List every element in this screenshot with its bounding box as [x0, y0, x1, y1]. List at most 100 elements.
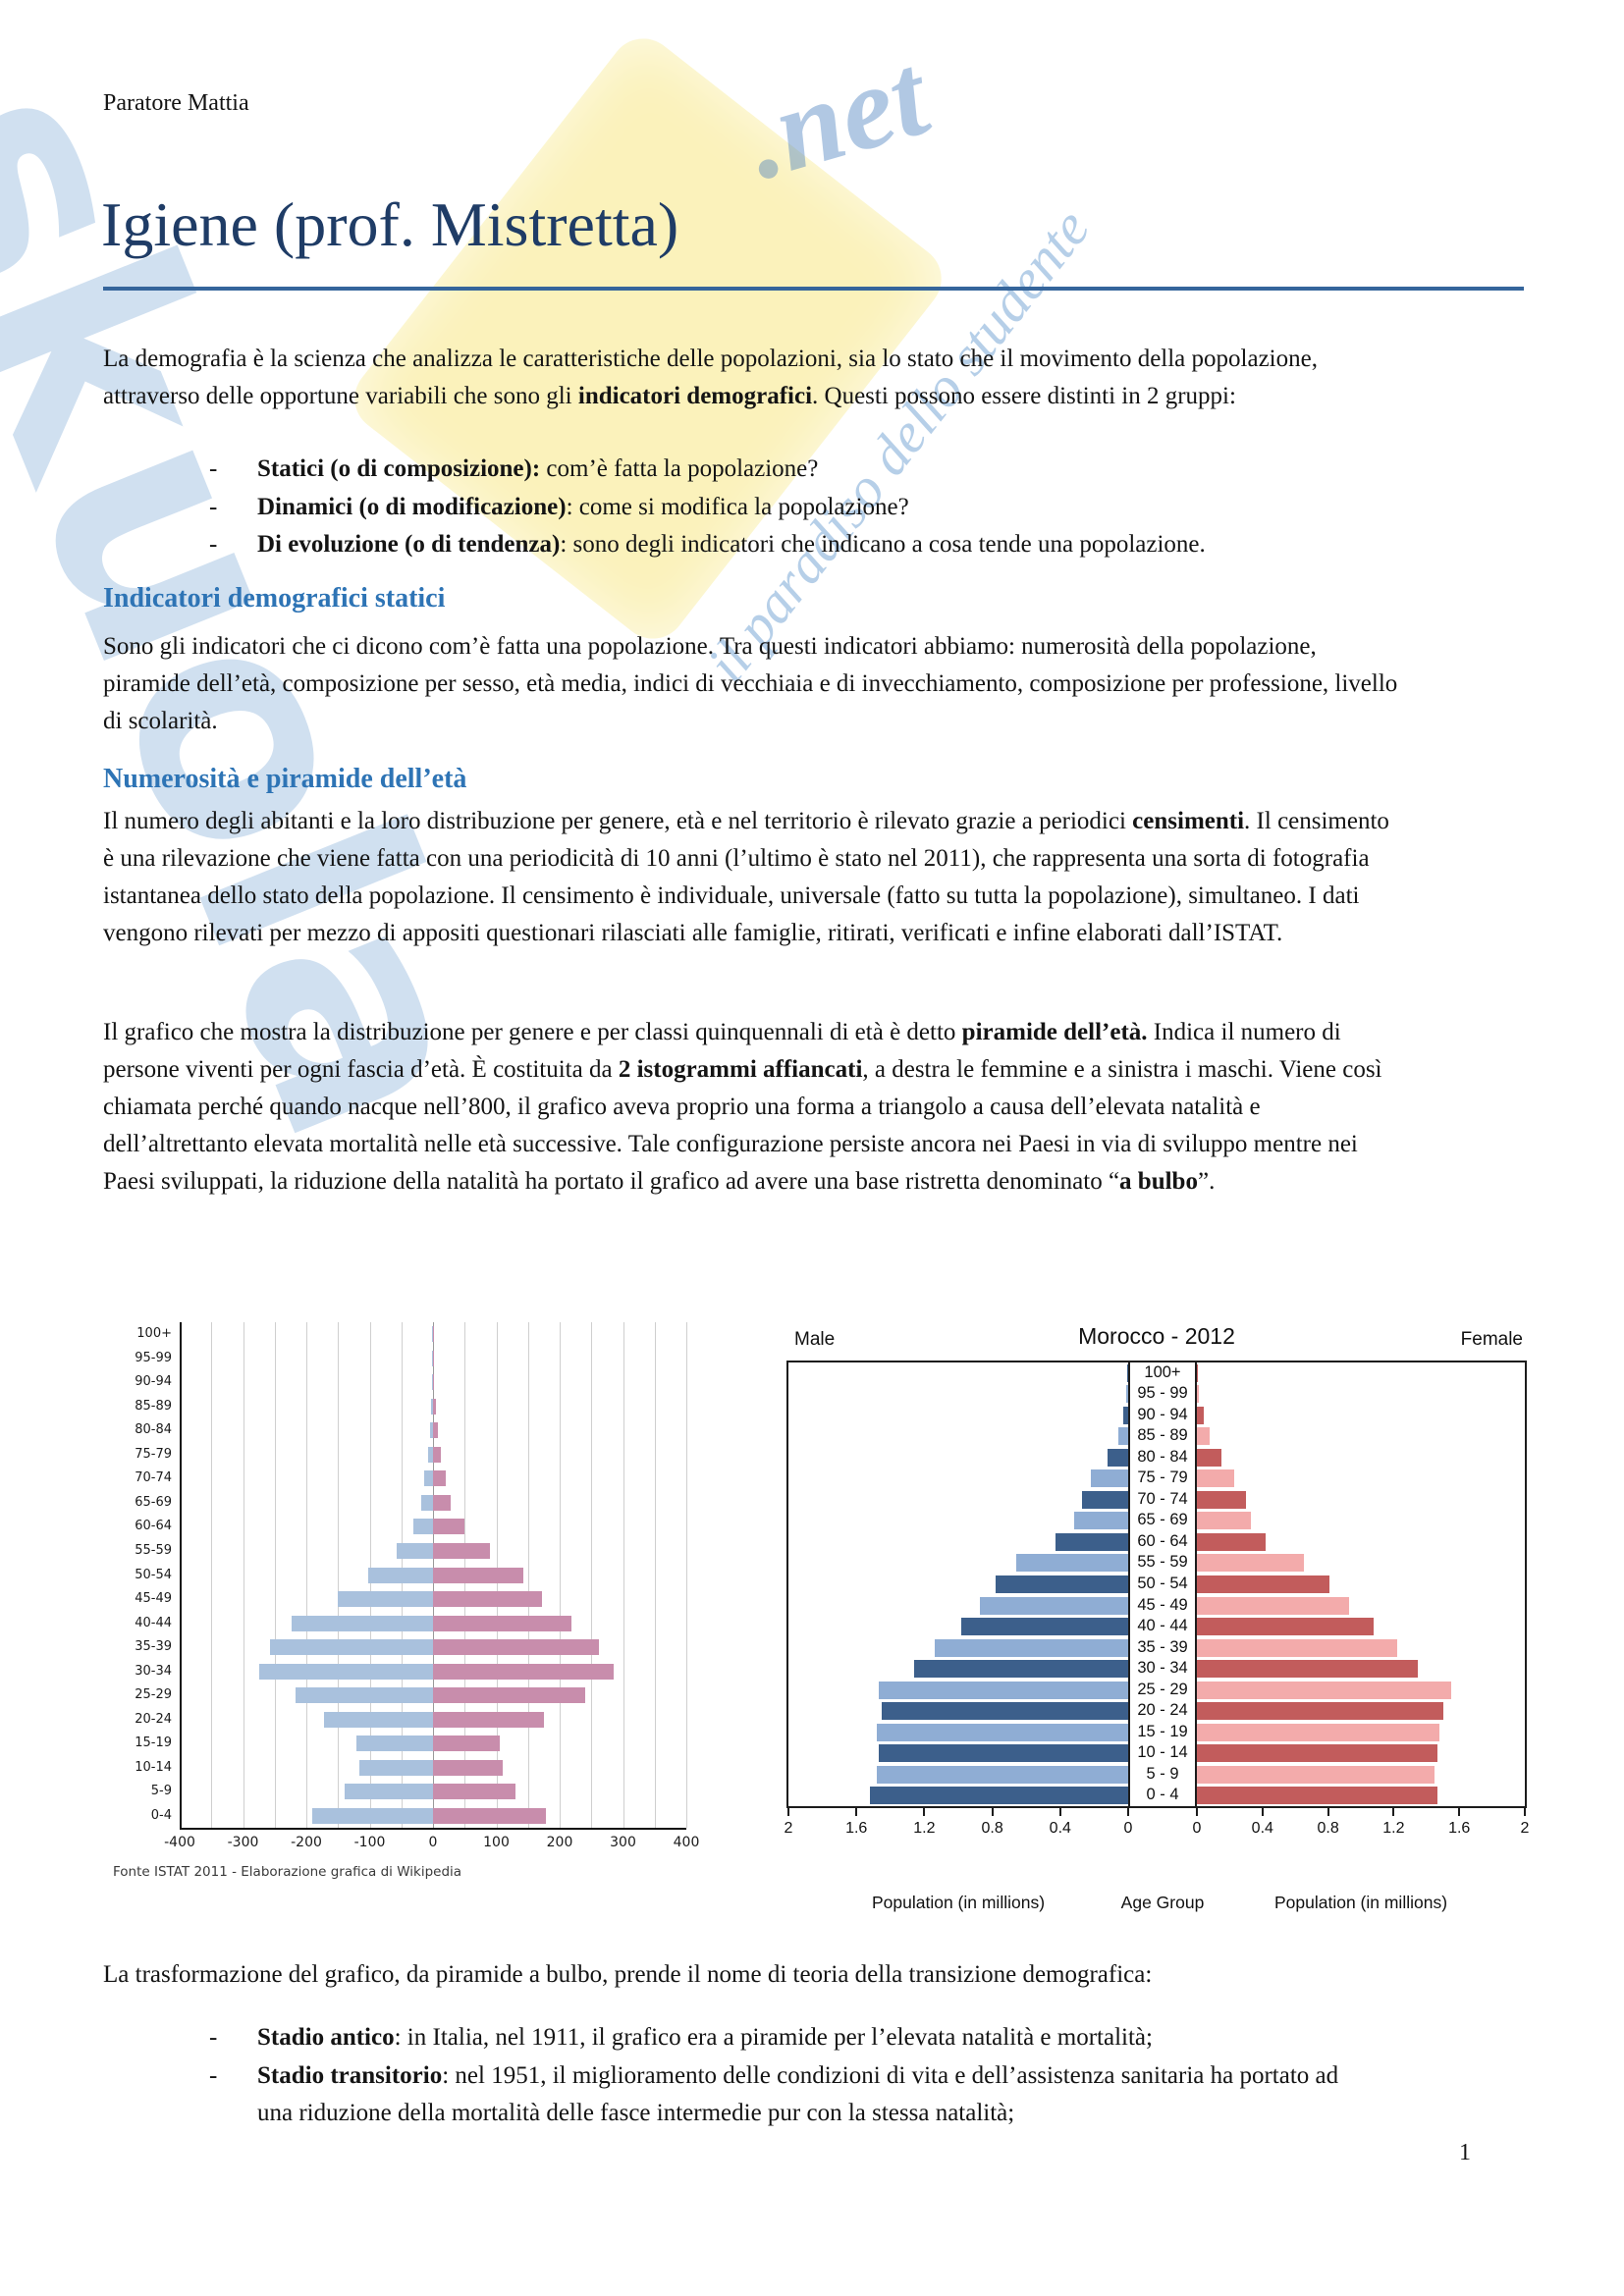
list-item: - Dinamici (o di modificazione): come si … [209, 489, 1436, 527]
age-group-label: 35-39 [135, 1639, 172, 1655]
age-group-label: 90 - 94 [1137, 1405, 1188, 1423]
male-bar [934, 1638, 1128, 1657]
title-rule [103, 287, 1524, 291]
age-group-label: 95 - 99 [1137, 1384, 1188, 1403]
female-bar [1197, 1469, 1235, 1488]
male-bar [882, 1702, 1128, 1721]
x-tick-label: 0.4 [1251, 1820, 1273, 1837]
gridline [306, 1322, 307, 1828]
female-bar [433, 1807, 547, 1824]
list-indicator-types: - Statici (o di composizione): com’è fatt… [209, 451, 1436, 564]
female-bar [433, 1470, 446, 1487]
female-bar [433, 1350, 434, 1366]
chart-morocco-x-axis: 2 1.6 1.2 0.8 0.4 0 0 0.4 0.8 1.2 1.6 2 [785, 1808, 1529, 1853]
x-tick-label: -400 [164, 1835, 195, 1850]
male-bar [396, 1542, 433, 1559]
age-group-label: 35 - 39 [1137, 1637, 1188, 1656]
age-group-label: 5 - 9 [1146, 1764, 1179, 1783]
age-group-label: 70-74 [135, 1470, 172, 1486]
age-group-label: 10 - 14 [1137, 1743, 1188, 1762]
paragraph-transizione-demografica: La trasformazione del grafico, da pirami… [103, 1961, 1153, 1988]
female-bar [1197, 1490, 1247, 1509]
male-bar [876, 1765, 1128, 1784]
female-bar [433, 1422, 439, 1439]
age-group-label: 60 - 64 [1137, 1531, 1188, 1550]
age-group-label: 25-29 [135, 1687, 172, 1703]
chart-italy-x-axis: -400 -300 -200 -100 0 100 200 300 400 [164, 1835, 699, 1854]
female-bar [1197, 1660, 1419, 1679]
x-tick-label: 1.6 [845, 1820, 868, 1837]
male-bar [878, 1681, 1128, 1699]
female-bar [433, 1735, 501, 1752]
paragraph-demografia: La demografia è la scienza che analizza … [103, 346, 1318, 409]
x-tick-label: 0.8 [981, 1820, 1003, 1837]
gridline [591, 1322, 593, 1828]
x-tick-label: 0.8 [1317, 1820, 1339, 1837]
male-bar [338, 1591, 433, 1608]
chart-italy-population-pyramid: 100+ 95-99 90-94 85-89 80-84 75-79 70-74 65-69 6… [113, 1322, 699, 1880]
x-tick-mark [923, 1808, 926, 1816]
list-stadi-transizione: - Stadio antico: in Italia, nel 1911, il … [209, 2019, 1436, 2133]
gridline [274, 1322, 276, 1828]
female-bar [433, 1567, 523, 1583]
list-item: - Stadio transitorio: nel 1951, il miglio… [209, 2057, 1436, 2133]
x-tick-mark [991, 1808, 994, 1816]
x-tick-label: 2 [784, 1820, 793, 1837]
male-bar [980, 1596, 1128, 1615]
male-bar [413, 1519, 433, 1535]
male-bar [324, 1711, 433, 1728]
age-group-label: 85-89 [135, 1398, 172, 1414]
paragraph-piramide-eta: Il grafico che mostra la distribuzione p… [103, 1019, 1382, 1195]
x-tick-label: 1.2 [913, 1820, 936, 1837]
chart-morocco-plot-area: 100+ 95 - 99 90 - 94 85 - 89 80 - 84 75 - 79 7… [786, 1361, 1527, 1808]
male-bar [367, 1567, 433, 1583]
male-bar [1122, 1406, 1128, 1424]
chart-morocco-title: Morocco - 2012 [1078, 1323, 1235, 1349]
document-title: Igiene (prof. Mistretta) [101, 189, 679, 259]
male-bar [355, 1735, 433, 1752]
list-item-text: Dinamici (o di modificazione): come si m… [257, 493, 909, 520]
male-bar [1082, 1490, 1128, 1509]
age-group-label: 50-54 [135, 1567, 172, 1582]
chart-morocco-header: Male Morocco - 2012 Female [786, 1323, 1527, 1357]
female-bar [1197, 1512, 1252, 1530]
watermark-brand-suffix: .net [731, 28, 941, 204]
female-bar [1197, 1702, 1443, 1721]
female-bar [1197, 1385, 1199, 1404]
gridline [654, 1322, 656, 1828]
age-group-label: 90-94 [135, 1374, 172, 1390]
female-bar [1197, 1406, 1204, 1424]
list-item-text: Statici (o di composizione): com’è fatta… [257, 455, 819, 482]
x-tick-mark [787, 1808, 789, 1816]
x-tick-label: 200 [546, 1835, 573, 1850]
male-bar [961, 1618, 1128, 1636]
age-group-label: 60-64 [135, 1519, 172, 1534]
age-group-label: 15 - 19 [1137, 1722, 1188, 1740]
list-bullet: - [209, 493, 218, 520]
x-tick-mark [1458, 1808, 1461, 1816]
female-bar [1197, 1681, 1451, 1699]
female-bar [1197, 1363, 1198, 1382]
x-tick-label: 300 [610, 1835, 636, 1850]
female-bar [433, 1711, 544, 1728]
male-bar [870, 1787, 1128, 1805]
age-group-label: 30 - 34 [1137, 1659, 1188, 1678]
paragraph-indicatori-statici: Sono gli indicatori che ci dicono com’è … [103, 633, 1398, 734]
female-bar [433, 1639, 599, 1656]
male-bar [878, 1744, 1128, 1763]
age-group-label: 45-49 [135, 1591, 172, 1607]
chart-morocco-captions: Population (in millions) Age Group Popul… [786, 1893, 1527, 1918]
female-bar [433, 1494, 452, 1511]
x-tick-mark [1524, 1808, 1526, 1816]
list-bullet: - [209, 455, 218, 482]
female-bar [1197, 1554, 1304, 1573]
x-tick-label: 0.4 [1049, 1820, 1071, 1837]
chart-morocco-age-label-column: 100+ 95 - 99 90 - 94 85 - 89 80 - 84 75 - 79 7… [1128, 1362, 1197, 1806]
list-bullet: - [209, 2024, 218, 2051]
age-group-label: 10-14 [135, 1759, 172, 1775]
female-bar [433, 1784, 516, 1800]
female-bar [433, 1446, 441, 1463]
x-tick-label: -300 [227, 1835, 259, 1850]
x-tick-mark [1196, 1808, 1198, 1816]
female-bar [1197, 1618, 1375, 1636]
